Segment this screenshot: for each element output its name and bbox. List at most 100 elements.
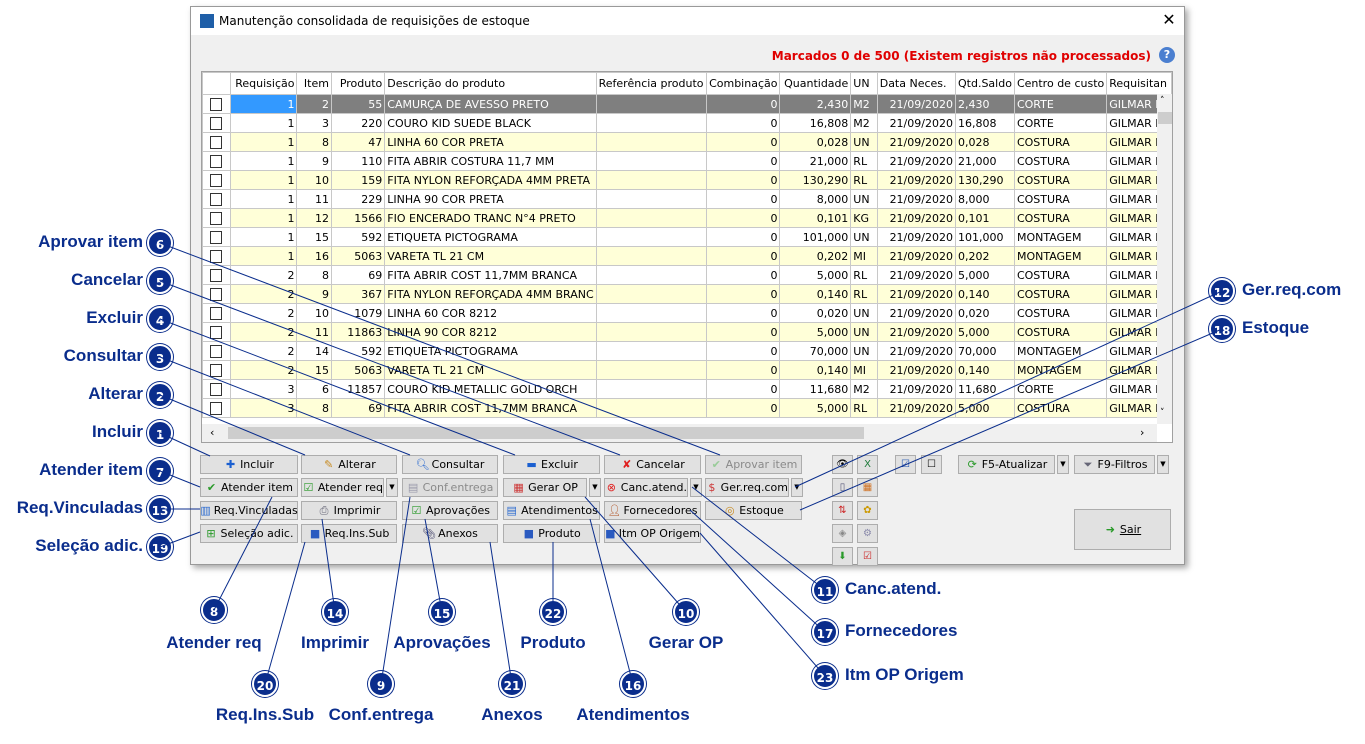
row-checkbox[interactable] [210,173,223,187]
table-row[interactable]: 1 11 229 LINHA 90 COR PRETA 0 8,000 UN 21/09/20… [202,189,1172,209]
table-row[interactable]: 1 10 159 FITA NYLON REFORÇADA 4MM PRETA 0 130… [202,170,1172,190]
row-checkbox-cell[interactable] [202,151,231,171]
table-row[interactable]: 1 16 5063 VARETA TL 21 CM 0 0,202 MI 21/09/2020… [202,246,1172,266]
selecao-adic-button[interactable]: ⊞ Seleção adic. [200,524,298,543]
table-row[interactable]: 2 10 1079 LINHA 60 COR 8212 0 0,020 UN 21/09/20… [202,303,1172,323]
estoque-button[interactable]: ◎ Estoque [705,501,802,520]
row-checkbox[interactable] [210,363,223,377]
palette-icon[interactable]: ✿ [857,501,878,520]
incluir-button[interactable]: ✚ Incluir [200,455,298,474]
row-checkbox-cell[interactable] [202,113,231,133]
row-checkbox[interactable] [210,401,223,415]
row-checkbox[interactable] [210,230,223,244]
row-checkbox[interactable] [210,116,223,130]
req-vinculadas-button[interactable]: ▥ Req.Vinculadas [200,501,298,520]
conf-entrega-button[interactable]: ▤ Conf.entrega [402,478,498,497]
row-checkbox-cell[interactable] [202,322,231,342]
produto-button[interactable]: ■ Produto [503,524,600,543]
atender-req-button[interactable]: ☑ Atender req [301,478,384,497]
page-icon[interactable]: ▯ [832,478,853,497]
row-checkbox-cell[interactable] [202,265,231,285]
row-checkbox-cell[interactable] [202,208,231,228]
itm-op-origem-button[interactable]: ■ Itm OP Origem [604,524,701,543]
view-icon[interactable]: 👁︎ [832,455,853,474]
column-header[interactable]: Combinação [705,72,781,95]
row-checkbox[interactable] [210,192,223,206]
row-checkbox-cell[interactable] [202,246,231,266]
row-checkbox[interactable] [210,344,223,358]
row-checkbox-cell[interactable] [202,170,231,190]
column-header[interactable]: Qtd.Saldo [954,72,1015,95]
scroll-left-icon[interactable]: ‹ [210,426,215,439]
row-checkbox[interactable] [210,268,223,282]
atendimentos-button[interactable]: ▤ Atendimentos [503,501,600,520]
f5-dropdown[interactable]: ▼ [1057,455,1069,474]
table-row[interactable]: 2 15 5063 VARETA TL 21 CM 0 0,140 MI 21/09/2020… [202,360,1172,380]
help-icon[interactable]: ? [1159,47,1175,63]
check-all-button[interactable]: ☑ [895,455,916,474]
checklist-icon[interactable]: ☑ [857,547,878,566]
row-checkbox[interactable] [210,97,223,111]
row-checkbox-cell[interactable] [202,360,231,380]
table-row[interactable]: 1 15 592 ETIQUETA PICTOGRAMA 0 101,000 UN 21/09… [202,227,1172,247]
excluir-button[interactable]: ▬ Excluir [503,455,600,474]
row-checkbox[interactable] [210,325,223,339]
table-row[interactable]: 1 12 1566 FIO ENCERADO TRANC N°4 PRETO 0 0,10… [202,208,1172,228]
table-row[interactable]: 1 2 55 CAMURÇA DE AVESSO PRETO 0 2,430 M2 21/09… [202,94,1172,114]
row-checkbox-cell[interactable] [202,227,231,247]
row-checkbox[interactable] [210,287,223,301]
f5-atualizar-button[interactable]: ⟳ F5-Atualizar [958,455,1055,474]
scroll-up-icon[interactable]: ˄ [1160,96,1165,106]
row-checkbox-cell[interactable] [202,303,231,323]
req-ins-sub-button[interactable]: ■ Req.Ins.Sub [301,524,397,543]
scroll-down-icon[interactable]: ˅ [1160,408,1165,418]
fornecedores-button[interactable]: 👤︎ Fornecedores [604,501,701,520]
table-row[interactable]: 3 6 11857 COURO KID METALLIC GOLD ORCH 0 11,6… [202,379,1172,399]
ger-req-com-button[interactable]: $ Ger.req.com [705,478,789,497]
settings-icon[interactable]: ⚙ [857,524,878,543]
calendar-edit-icon[interactable]: ▦ [857,478,878,497]
table-row[interactable]: 2 14 592 ETIQUETA PICTOGRAMA 0 70,000 UN 21/09/… [202,341,1172,361]
column-header[interactable]: Quantidade [779,72,852,95]
table-row[interactable]: 3 8 69 FITA ABRIR COST 11,7MM BRANCA 0 5,000 R… [202,398,1172,418]
column-header[interactable]: Data Neces. [876,72,956,95]
table-row[interactable]: 1 3 220 COURO KID SUEDE BLACK 0 16,808 M2 21/09… [202,113,1172,133]
canc-atend-dropdown[interactable]: ▼ [690,478,702,497]
atender-item-button[interactable]: ✔ Atender item [200,478,298,497]
sair-button[interactable]: ➜ Sair [1074,509,1171,550]
row-checkbox[interactable] [210,249,223,263]
column-header[interactable]: Descrição do produto [384,72,597,95]
box-icon[interactable]: ◈ [832,524,853,543]
column-header[interactable]: Referência produto [595,72,707,95]
ger-req-com-dropdown[interactable]: ▼ [791,478,803,497]
f9-filtros-button[interactable]: ⏷ F9-Filtros [1074,455,1155,474]
table-row[interactable]: 2 9 367 FITA NYLON REFORÇADA 4MM BRANC 0 0,14… [202,284,1172,304]
horizontal-scrollbar[interactable]: ‹ › [202,424,1157,442]
table-row[interactable]: 2 8 69 FITA ABRIR COST 11,7MM BRANCA 0 5,000 R… [202,265,1172,285]
column-header[interactable]: UN [850,72,878,95]
row-checkbox-cell[interactable] [202,94,231,114]
scroll-thumb[interactable] [1158,112,1172,124]
cancelar-button[interactable]: ✘ Cancelar [604,455,701,474]
atender-req-dropdown[interactable]: ▼ [386,478,398,497]
imprimir-button[interactable]: ⎙ Imprimir [301,501,397,520]
column-header[interactable] [202,72,231,95]
row-checkbox-cell[interactable] [202,379,231,399]
vertical-scrollbar[interactable]: ˄ ˅ [1157,94,1172,424]
row-checkbox[interactable] [210,154,223,168]
row-checkbox[interactable] [210,306,223,320]
table-row[interactable]: 1 9 110 FITA ABRIR COSTURA 11,7 MM 0 21,000 RL… [202,151,1172,171]
column-header[interactable]: Centro de custo [1013,72,1108,95]
sort-icon[interactable]: ⇅ [832,501,853,520]
download-icon[interactable]: ⬇ [832,547,853,566]
row-checkbox[interactable] [210,211,223,225]
row-checkbox-cell[interactable] [202,284,231,304]
f9-dropdown[interactable]: ▼ [1157,455,1169,474]
gerar-op-dropdown[interactable]: ▼ [589,478,601,497]
row-checkbox-cell[interactable] [202,341,231,361]
alterar-button[interactable]: ✎ Alterar [301,455,397,474]
aprovar-item-button[interactable]: ✔ Aprovar item [705,455,802,474]
aprovacoes-button[interactable]: ☑ Aprovações [402,501,498,520]
column-header[interactable]: Produto [330,72,386,95]
column-header[interactable]: Item [296,72,332,95]
